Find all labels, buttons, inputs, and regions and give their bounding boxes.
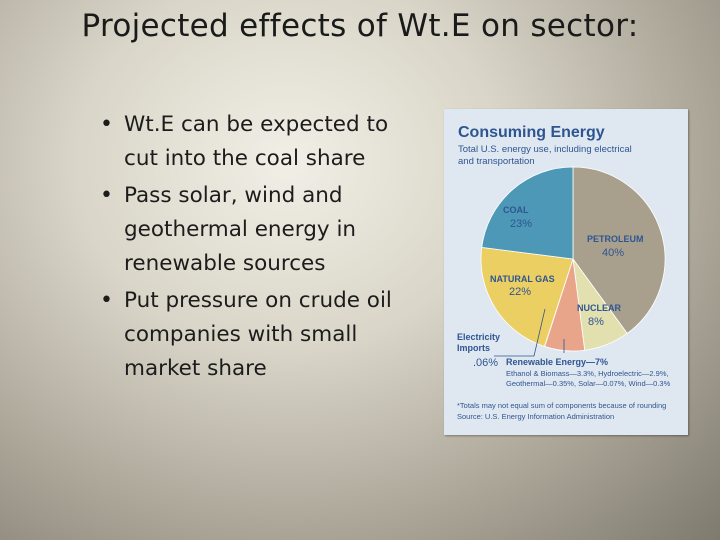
pie-slice-natural-gas <box>480 246 574 347</box>
slice-value-natural-gas: 22% <box>509 286 531 298</box>
renewable-detail: Ethanol & Biomass—3.3%, Hydroelectric—2.… <box>506 369 669 378</box>
pie-chart: Consuming Energy Total U.S. energy use, … <box>457 124 671 421</box>
bullet-text: Put pressure on crude oil companies with… <box>124 288 392 381</box>
pie-slice-petroleum <box>572 166 666 334</box>
slice-value-electricity: .06% <box>473 357 498 369</box>
chart-subtitle: and transportation <box>458 156 535 167</box>
slice-name-petroleum: PETROLEUM <box>587 234 644 244</box>
electricity-label: Imports <box>457 343 490 353</box>
bullet-text: Pass solar, wind and geothermal energy i… <box>124 183 357 276</box>
electricity-leader-line <box>494 308 546 357</box>
bullet-dot-icon: • <box>100 288 113 313</box>
slice-value-petroleum: 40% <box>602 247 624 259</box>
pie-slices <box>480 166 666 352</box>
chart-subtitle: Total U.S. energy use, including electri… <box>458 144 632 155</box>
energy-chart-panel: Consuming Energy Total U.S. energy use, … <box>444 109 688 435</box>
slice-name-coal: COAL <box>503 205 529 215</box>
electricity-label: Electricity <box>457 332 500 342</box>
renewable-title: Renewable Energy—7% <box>506 357 608 367</box>
renewable-detail: Geothermal—0.35%, Solar—0.07%, Wind—0.3% <box>506 379 671 388</box>
bullet-item: • Wt.E can be expected to cut into the c… <box>100 108 420 176</box>
slide-title: Projected effects of Wt.E on sector: <box>81 8 639 44</box>
pie-slice-coal <box>481 166 574 260</box>
slice-name-nuclear: NUCLEAR <box>577 303 621 313</box>
bullet-list: • Wt.E can be expected to cut into the c… <box>100 108 420 389</box>
slice-value-coal: 23% <box>510 218 532 230</box>
bullet-text: Wt.E can be expected to cut into the coa… <box>124 112 389 171</box>
chart-footnote: *Totals may not equal sum of components … <box>457 401 666 410</box>
bullet-dot-icon: • <box>100 183 113 208</box>
slice-name-natural-gas: NATURAL GAS <box>490 274 555 284</box>
bullet-item: • Pass solar, wind and geothermal energy… <box>100 179 420 281</box>
slice-value-nuclear: 8% <box>588 316 604 328</box>
bullet-item: • Put pressure on crude oil companies wi… <box>100 284 420 386</box>
chart-title: Consuming Energy <box>458 124 605 141</box>
chart-source: Source: U.S. Energy Information Administ… <box>457 412 614 421</box>
bullet-dot-icon: • <box>100 112 113 137</box>
